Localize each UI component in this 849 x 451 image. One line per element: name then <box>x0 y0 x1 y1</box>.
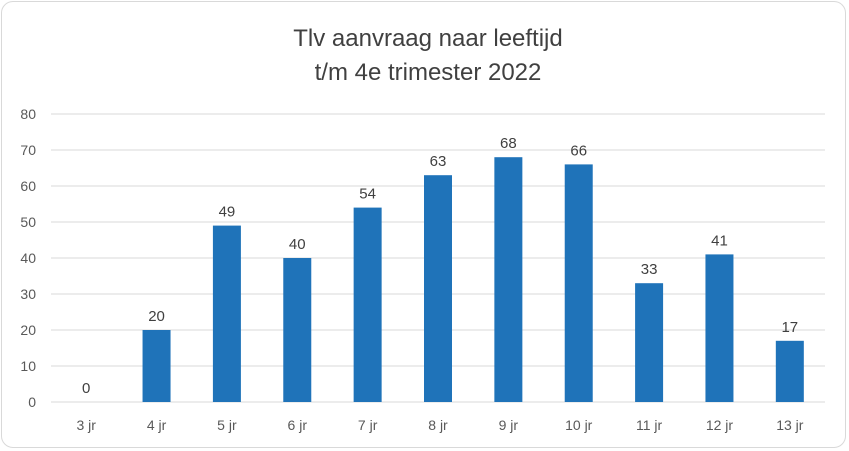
y-tick-label: 0 <box>28 394 36 410</box>
bar <box>142 330 171 402</box>
data-label: 33 <box>641 261 658 278</box>
y-tick-label: 50 <box>20 214 36 230</box>
x-tick-label: 13 jr <box>776 417 804 433</box>
bar <box>283 258 312 402</box>
y-axis-ticks: 0 10 20 30 40 50 60 70 80 <box>20 106 36 410</box>
data-label: 66 <box>570 142 587 159</box>
y-tick-label: 80 <box>20 106 36 122</box>
y-tick-label: 40 <box>20 250 36 266</box>
bar <box>775 340 804 402</box>
y-tick-label: 30 <box>20 286 36 302</box>
x-tick-label: 12 jr <box>706 417 734 433</box>
y-tick-label: 20 <box>20 322 36 338</box>
x-tick-label: 7 jr <box>358 417 378 433</box>
x-tick-label: 6 jr <box>288 417 308 433</box>
y-tick-label: 60 <box>20 178 36 194</box>
x-axis-ticks: 3 jr 4 jr 5 jr 6 jr 7 jr 8 jr 9 jr 10 jr 11 jr 12… <box>76 417 803 433</box>
data-label: 68 <box>500 135 517 152</box>
bar <box>424 175 452 402</box>
x-tick-label: 11 jr <box>636 417 663 433</box>
bar <box>635 283 664 402</box>
bar <box>494 157 523 402</box>
y-tick-label: 70 <box>20 142 36 158</box>
x-tick-label: 8 jr <box>428 417 448 433</box>
data-label: 49 <box>219 204 236 221</box>
chart-title-line-2: t/m 4e trimester 2022 <box>315 59 542 86</box>
x-tick-label: 4 jr <box>147 417 167 433</box>
y-tick-label: 10 <box>20 358 36 374</box>
bars <box>142 157 804 402</box>
data-label: 0 <box>82 380 90 397</box>
chart-title-line-1: Tlv aanvraag naar leeftijd <box>293 25 562 52</box>
x-tick-label: 9 jr <box>499 417 519 433</box>
data-label: 54 <box>359 186 376 203</box>
data-label: 63 <box>430 153 447 170</box>
bar <box>353 207 382 402</box>
data-label: 41 <box>711 232 728 249</box>
data-label: 40 <box>289 236 306 253</box>
bar <box>564 164 593 402</box>
bar <box>705 254 734 402</box>
bar <box>212 225 241 402</box>
x-tick-label: 10 jr <box>565 417 593 433</box>
data-label: 20 <box>148 308 165 325</box>
x-tick-label: 3 jr <box>76 417 96 433</box>
data-labels: 0 20 49 40 54 63 68 66 33 41 17 <box>82 135 798 397</box>
data-label: 17 <box>781 319 798 336</box>
x-tick-label: 5 jr <box>217 417 237 433</box>
